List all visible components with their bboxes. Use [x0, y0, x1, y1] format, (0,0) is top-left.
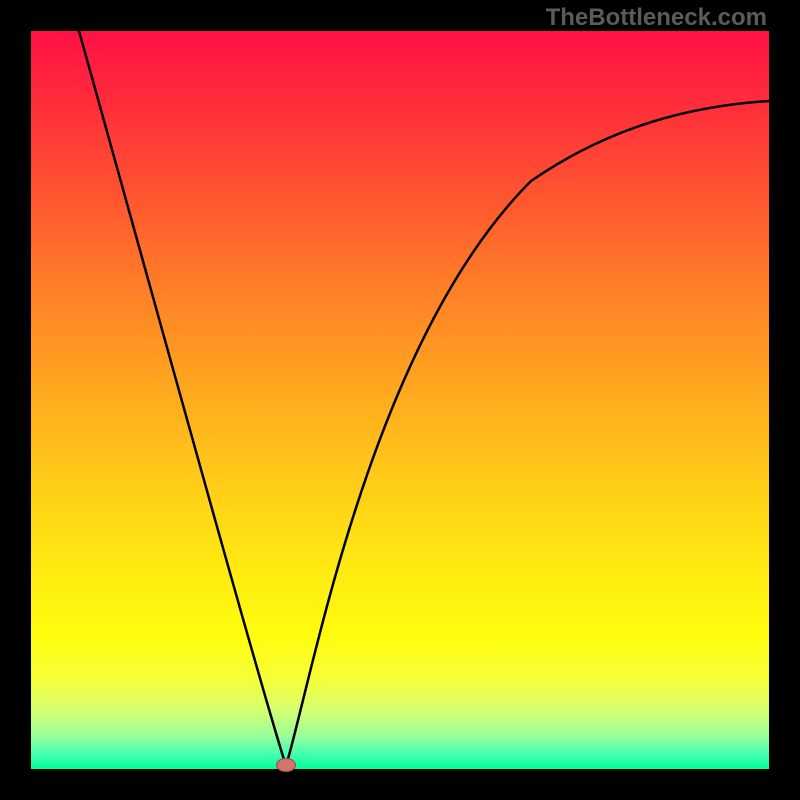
- apex-marker: [276, 758, 296, 772]
- chart-container: TheBottleneck.com: [0, 0, 800, 800]
- plot-background-gradient: [31, 31, 769, 769]
- watermark-text: TheBottleneck.com: [546, 4, 767, 32]
